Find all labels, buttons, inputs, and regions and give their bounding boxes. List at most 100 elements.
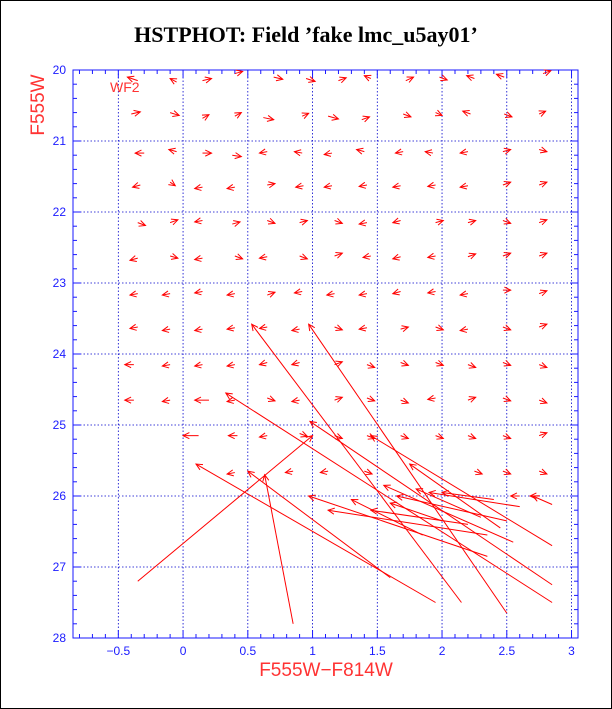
arrow — [459, 148, 469, 156]
arrow-shaft — [226, 399, 235, 403]
arrow-shaft — [259, 256, 268, 259]
arrow-head — [461, 109, 470, 117]
arrow-head — [161, 290, 170, 298]
arrow-head — [193, 326, 202, 333]
arrow-head — [268, 181, 277, 189]
arrow-head — [503, 433, 512, 440]
arrow-shaft — [324, 152, 333, 155]
y-tick-label: 21 — [53, 134, 67, 148]
arrow-head — [170, 218, 179, 226]
arrow — [459, 182, 469, 190]
arrow-head — [225, 469, 234, 477]
arrow-head — [468, 362, 477, 369]
arrow — [358, 219, 368, 227]
arrow — [299, 430, 309, 438]
arrow — [361, 252, 371, 260]
arrow-shaft — [308, 495, 488, 557]
arrow-head — [267, 395, 277, 403]
arrow-head — [436, 218, 445, 226]
arrow-head — [258, 148, 267, 156]
arrow-head — [440, 489, 449, 497]
y-tick-label: 27 — [53, 560, 67, 574]
arrow-head — [195, 463, 204, 471]
arrow — [334, 217, 344, 225]
arrow-shaft — [334, 396, 343, 401]
arrow-shaft — [538, 290, 548, 295]
arrow-head — [465, 74, 474, 82]
arrow-head — [415, 488, 424, 495]
arrow-shaft — [392, 256, 401, 260]
arrow — [169, 218, 179, 226]
arrow-shaft — [392, 291, 401, 295]
arrow-shaft — [366, 397, 375, 402]
arrow-shaft — [234, 70, 243, 75]
arrow — [389, 501, 443, 522]
arrow-shaft — [127, 76, 138, 82]
arrow — [391, 288, 401, 296]
arrow-head — [468, 433, 477, 440]
arrow-head — [503, 468, 512, 476]
arrow-head — [350, 499, 359, 506]
arrow — [363, 74, 372, 82]
arrow-shaft — [132, 184, 141, 188]
arrow — [538, 468, 549, 476]
arrow-head — [225, 184, 234, 191]
arrow — [128, 255, 138, 263]
arrow-head — [509, 492, 518, 500]
arrow — [502, 359, 512, 367]
arrow-head — [426, 181, 435, 189]
x-tick-label: −0.5 — [106, 644, 130, 658]
arrow-shaft — [502, 181, 511, 186]
arrow — [459, 290, 469, 298]
arrow-shaft — [338, 77, 347, 82]
arrow — [502, 286, 512, 294]
arrow — [358, 324, 368, 332]
arrow — [246, 470, 391, 579]
arrow-shaft — [259, 326, 268, 329]
arrow-head — [193, 217, 202, 225]
arrow — [225, 469, 235, 477]
arrow-shaft — [169, 255, 179, 259]
arrow — [258, 323, 268, 331]
arrow-shaft — [441, 491, 494, 501]
arrow-shaft — [234, 255, 243, 260]
arrow-shaft — [169, 112, 180, 116]
arrow-shaft — [435, 220, 444, 224]
arrow — [426, 394, 436, 402]
arrow-head — [323, 149, 332, 157]
arrow-shaft — [232, 221, 241, 225]
arrow-head — [168, 179, 177, 187]
arrow — [169, 77, 178, 85]
arrow-shaft — [137, 435, 313, 582]
arrow-shaft — [328, 509, 488, 536]
arrow-head — [169, 77, 178, 85]
arrow-head — [367, 362, 376, 369]
arrow-shaft — [162, 293, 171, 296]
arrow-shaft — [324, 185, 333, 188]
arrow — [225, 324, 235, 332]
arrow — [358, 290, 368, 298]
arrow-head — [193, 396, 202, 404]
arrow-shaft — [400, 399, 409, 404]
arrow-shaft — [538, 432, 548, 437]
arrow-head — [539, 322, 549, 330]
arrow-shaft — [162, 364, 171, 367]
arrow-head — [225, 324, 234, 332]
arrow-shaft — [364, 75, 372, 79]
x-axis-title: F555W−F814W — [259, 660, 393, 681]
arrow-shaft — [334, 326, 343, 331]
arrow-head — [335, 360, 344, 368]
arrow-head — [224, 392, 233, 400]
arrow-shaft — [439, 76, 448, 81]
arrow-shaft — [502, 397, 511, 402]
arrow-shaft — [502, 326, 511, 331]
arrow — [538, 362, 549, 369]
arrow-shaft — [427, 397, 436, 400]
arrow — [355, 147, 365, 155]
arrow-shaft — [129, 326, 138, 329]
arrow-head — [300, 430, 309, 438]
arrow — [202, 76, 213, 84]
arrow-head — [335, 324, 344, 332]
arrow — [273, 74, 284, 82]
arrow — [366, 395, 376, 403]
